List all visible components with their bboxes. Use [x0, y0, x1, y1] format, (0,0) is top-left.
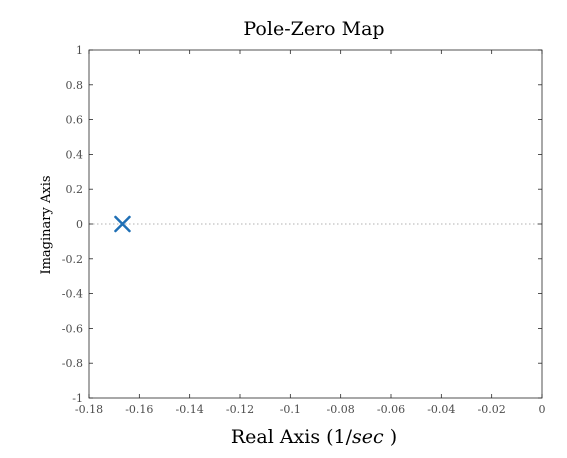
- y-axis-label: Imaginary Axis: [39, 175, 54, 274]
- y-tick-label: -0.6: [62, 322, 83, 335]
- x-tick-label: -0.16: [125, 403, 153, 416]
- y-tick-label: 0.2: [66, 183, 84, 196]
- x-tick-label: -0.18: [75, 403, 103, 416]
- pole-markers: [114, 215, 131, 233]
- x-tick-label: -0.08: [327, 403, 355, 416]
- y-tick-label: -0.2: [62, 253, 83, 266]
- y-tick-label: 1: [76, 44, 83, 57]
- y-tick-label: 0.6: [66, 114, 84, 127]
- pole-marker: [114, 215, 131, 233]
- y-ticks: -1 -0.8 -0.6 -0.4 -0.2 0 0.2 0.4 0.6 0.8 1: [62, 44, 542, 405]
- x-tick-label: -0.12: [226, 403, 254, 416]
- x-tick-label: -0.14: [176, 403, 204, 416]
- y-tick-label: -0.8: [62, 357, 83, 370]
- y-tick-label: 0: [76, 218, 83, 231]
- y-tick-label: 0.4: [66, 148, 84, 161]
- x-tick-label: -0.1: [280, 403, 301, 416]
- x-axis-label: Real Axis (1/sec ): [231, 426, 397, 448]
- x-ticks: -0.18 -0.16 -0.14 -0.12 -0.1 -0.08 -0.06 -0.04 -…: [75, 50, 546, 416]
- y-tick-label: 0.8: [66, 79, 84, 92]
- x-tick-label: 0: [539, 403, 546, 416]
- x-tick-label: -0.02: [478, 403, 506, 416]
- x-tick-label: -0.06: [377, 403, 405, 416]
- x-tick-label: -0.04: [427, 403, 455, 416]
- y-tick-label: -0.4: [62, 288, 83, 301]
- chart-title: Pole-Zero Map: [243, 18, 384, 40]
- plot-axes: [88, 49, 543, 399]
- y-tick-label: -1: [72, 392, 83, 405]
